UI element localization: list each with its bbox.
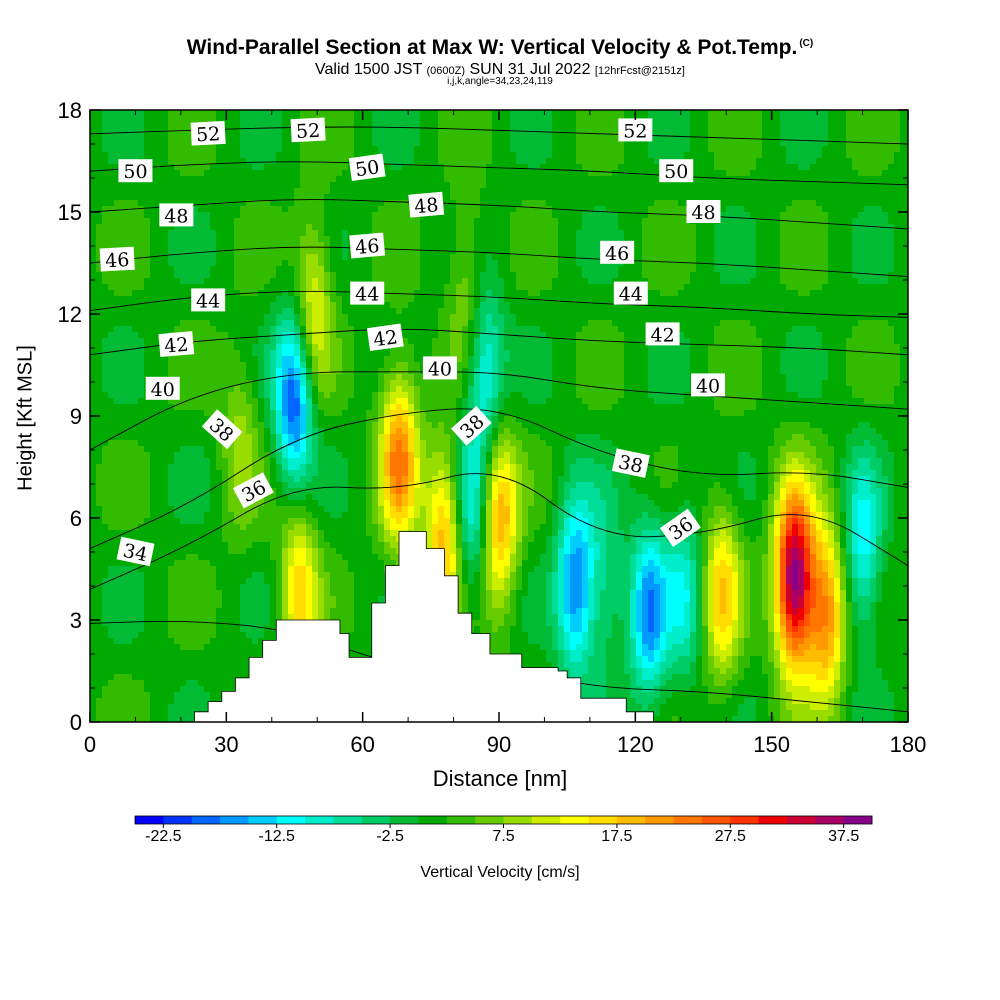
colorbar-tick-label: 7.5 <box>492 828 515 845</box>
colorbar-swatch <box>361 816 391 824</box>
contour-label-42: 42 <box>645 322 680 346</box>
contour-label-50: 50 <box>348 153 386 181</box>
colorbar-swatch <box>446 816 476 824</box>
x-tick-label: 0 <box>84 732 96 757</box>
theta-contour-42 <box>90 328 908 356</box>
x-tick-label: 60 <box>350 732 374 757</box>
colorbar-tick-label: 37.5 <box>828 828 860 845</box>
contour-label-40: 40 <box>422 356 457 380</box>
colorbar-title: Vertical Velocity [cm/s] <box>420 864 580 881</box>
contour-label-52: 52 <box>290 117 326 143</box>
colorbar <box>134 815 873 828</box>
contour-label-46: 46 <box>349 232 386 259</box>
contour-label-46: 46 <box>99 246 135 272</box>
y-tick-label: 15 <box>58 200 82 225</box>
colorbar-tick-label: -12.5 <box>258 828 295 845</box>
contour-label-52: 52 <box>190 120 226 146</box>
theta-contour-38 <box>90 408 908 550</box>
contour-label-48: 48 <box>159 203 194 227</box>
x-tick-label: 150 <box>753 732 790 757</box>
terrain-profile <box>90 531 908 722</box>
theta-contour-50 <box>90 161 908 186</box>
contour-label-52: 52 <box>618 118 653 142</box>
colorbar-swatch <box>673 816 703 824</box>
colorbar-swatch <box>503 816 533 824</box>
contour-label-40: 40 <box>145 376 180 401</box>
colorbar-swatch <box>276 816 306 824</box>
colorbar-swatch <box>560 816 589 824</box>
x-tick-label: 90 <box>487 732 511 757</box>
colorbar-swatch <box>616 816 646 824</box>
colorbar-swatch <box>220 816 249 824</box>
colorbar-swatch <box>815 816 845 824</box>
contour-label-50: 50 <box>659 159 694 183</box>
colorbar-swatch <box>163 816 193 824</box>
colorbar-swatch <box>248 816 278 824</box>
y-tick-label: 18 <box>58 98 82 123</box>
colorbar-swatch <box>390 816 419 824</box>
contour-label-44: 44 <box>191 288 226 312</box>
contour-label-42: 42 <box>158 331 195 358</box>
contour-label-48: 48 <box>408 191 445 218</box>
chart-title: Wind-Parallel Section at Max W: Vertical… <box>186 36 814 59</box>
y-axis-label: Height [Kft MSL] <box>14 345 37 491</box>
colorbar-swatch <box>701 816 731 824</box>
colorbar-swatch <box>531 816 561 824</box>
x-tick-label: 180 <box>890 732 927 757</box>
y-tick-label: 12 <box>58 302 82 327</box>
colorbar-swatch <box>645 816 674 824</box>
y-tick-label: 0 <box>70 710 82 735</box>
colorbar-swatch <box>333 816 363 824</box>
colorbar-swatch <box>418 816 448 824</box>
contour-label-40: 40 <box>691 373 726 397</box>
contour-label-34: 34 <box>116 536 155 567</box>
theta-contour-40 <box>90 371 908 451</box>
colorbar-tick-label: 27.5 <box>714 828 746 845</box>
colorbar-swatch <box>135 816 164 824</box>
contour-label-42: 42 <box>366 323 404 351</box>
colorbar-swatch <box>843 816 873 824</box>
contour-label-44: 44 <box>350 281 385 306</box>
colorbar-swatch <box>758 816 788 824</box>
colorbar-swatch <box>786 816 816 824</box>
colorbar-tick-label: -2.5 <box>376 828 404 845</box>
axes: 0 30 60 90 120 150 180 0 3 6 9 12 15 18 <box>58 98 927 757</box>
y-tick-label: 3 <box>70 608 82 633</box>
x-tick-label: 30 <box>214 732 238 757</box>
theta-contours <box>90 126 908 713</box>
theta-contour-46 <box>90 246 908 278</box>
colorbar-swatch <box>191 816 221 824</box>
colorbar-swatch <box>730 816 760 824</box>
y-tick-label: 9 <box>70 404 82 429</box>
theta-contour-48 <box>90 199 908 230</box>
colorbar-swatch <box>588 816 618 824</box>
contour-label-50: 50 <box>118 159 153 183</box>
contour-label-46: 46 <box>600 240 635 265</box>
chart-subtitle: Valid 1500 JST (0600Z) SUN 31 Jul 2022 [… <box>315 61 685 78</box>
terrain <box>90 531 908 722</box>
contour-label-38: 38 <box>611 448 650 478</box>
colorbar-tick-label: -22.5 <box>145 828 182 845</box>
theta-contour-36 <box>90 473 908 590</box>
colorbar-swatch <box>475 816 504 824</box>
x-tick-label: 120 <box>617 732 654 757</box>
colorbar-tick-label: 17.5 <box>601 828 633 845</box>
colorbar-swatch <box>305 816 334 824</box>
x-axis-label: Distance [nm] <box>432 766 568 791</box>
contour-label-48: 48 <box>686 200 721 224</box>
chart-indices: i,j,k,angle=34,23,24,119 <box>447 76 553 87</box>
y-tick-label: 6 <box>70 506 82 531</box>
contour-label-44: 44 <box>613 281 648 306</box>
